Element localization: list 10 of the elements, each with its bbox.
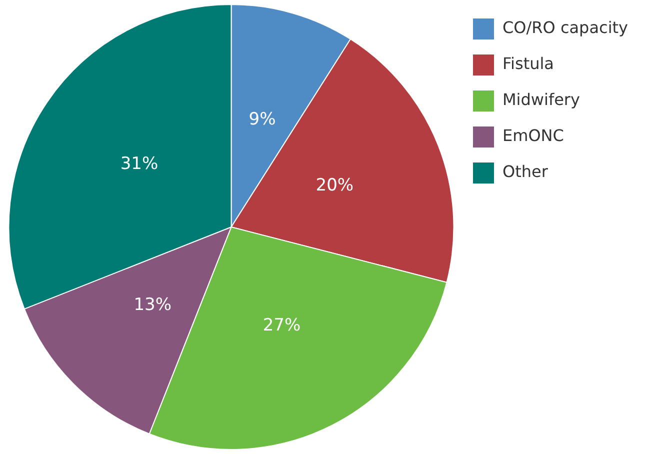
legend-label: CO/RO capacity	[502, 18, 628, 38]
legend-label: EmONC	[502, 126, 564, 146]
legend-label: Midwifery	[502, 90, 580, 110]
data-label: 20%	[316, 175, 354, 196]
data-label: 13%	[134, 295, 172, 316]
legend-label: Fistula	[502, 54, 554, 74]
legend-label: Other	[502, 162, 548, 182]
data-label: 27%	[262, 316, 301, 336]
data-label: 31%	[120, 154, 158, 174]
data-label: 9%	[248, 110, 276, 130]
